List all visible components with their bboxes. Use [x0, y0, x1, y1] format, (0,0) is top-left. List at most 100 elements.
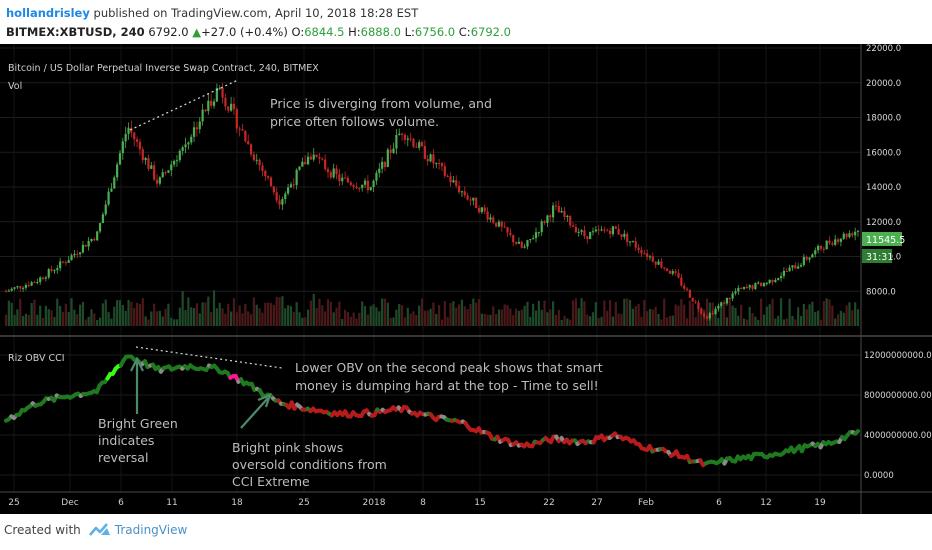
- volume-bar: [130, 301, 133, 326]
- high-label: H:: [348, 25, 361, 39]
- volume-bar: [503, 304, 506, 326]
- volume-bar: [67, 312, 70, 326]
- candle-body: [762, 283, 766, 287]
- volume-bar: [725, 317, 729, 326]
- volume-bar: [677, 305, 680, 326]
- candle-body: [674, 271, 677, 273]
- candle-body: [195, 127, 199, 130]
- volume-bar: [335, 307, 338, 326]
- volume-bar: [218, 302, 221, 326]
- volume-bar: [255, 304, 258, 326]
- volume-bar: [589, 316, 592, 326]
- candle-body: [631, 241, 634, 243]
- chart-canvas[interactable]: Bitcoin / US Dollar Perpetual Inverse Sw…: [0, 44, 932, 514]
- candle-body: [155, 179, 159, 184]
- candle-body: [760, 282, 763, 287]
- candle-body: [338, 174, 341, 182]
- candle-body: [771, 279, 774, 283]
- time-axis-tick: Dec: [61, 498, 78, 508]
- candle-body: [212, 101, 216, 106]
- chart-background: [0, 44, 932, 514]
- obv-y-axis[interactable]: 12000000000.0000 8000000000.0000 400000000…: [864, 351, 932, 481]
- volume-bar: [426, 310, 429, 326]
- candle-body: [21, 287, 25, 289]
- candle-body: [403, 134, 407, 140]
- candle-body: [383, 161, 387, 167]
- candle-body: [19, 286, 22, 289]
- symbol-line: BITMEX:XBTUSD, 240 6792.0 ▲+27.0 (+0.4%)…: [6, 25, 511, 39]
- candle-body: [483, 207, 486, 212]
- candle-body: [150, 165, 153, 169]
- candle-body: [275, 192, 278, 201]
- price-axis-tick: 22000.0: [866, 44, 901, 54]
- candle-body: [563, 210, 566, 217]
- candle-body: [851, 233, 854, 236]
- volume-bar: [486, 314, 489, 326]
- volume-bar: [731, 305, 734, 326]
- candle-body: [685, 288, 689, 290]
- candle-body: [497, 221, 501, 227]
- candle-body: [378, 168, 381, 173]
- time-axis-tick: 25: [8, 498, 19, 508]
- volume-bar: [230, 311, 233, 326]
- countdown-tag: [862, 249, 892, 263]
- candle-body: [697, 302, 700, 309]
- candle-body: [363, 180, 367, 185]
- volume-bar: [814, 312, 817, 326]
- volume-bar: [554, 314, 558, 326]
- candle-body: [113, 177, 116, 189]
- volume-bar: [110, 318, 113, 326]
- countdown-value: 31:31: [866, 252, 893, 263]
- candle-body: [648, 256, 652, 258]
- created-with-text: Created with: [4, 523, 81, 537]
- candle-body: [814, 250, 817, 255]
- candle-body: [856, 230, 860, 232]
- candle-body: [306, 156, 310, 165]
- volume-bar: [822, 301, 825, 326]
- candle-body: [720, 302, 723, 306]
- price-axis-tick: 20000.0: [866, 79, 901, 89]
- current-price-value: 11545.5: [866, 235, 905, 246]
- volume-bar: [400, 305, 404, 326]
- volume-bar: [198, 313, 201, 326]
- volume-bar: [56, 298, 59, 326]
- candle-body: [503, 226, 506, 228]
- candle-body: [460, 191, 464, 193]
- volume-bar: [81, 301, 85, 326]
- volume-bar: [144, 316, 147, 326]
- volume-bar: [842, 312, 845, 326]
- candle-body: [517, 241, 521, 244]
- volume-bar: [608, 300, 612, 326]
- candle-body: [571, 225, 575, 227]
- volume-bar: [440, 319, 444, 326]
- volume-bar: [304, 317, 307, 326]
- price-candles: [4, 82, 860, 321]
- candle-body: [70, 255, 73, 261]
- candle-body: [469, 199, 472, 201]
- volume-bar: [657, 314, 660, 326]
- volume-bar: [39, 305, 42, 326]
- candle-body: [420, 142, 424, 146]
- candle-body: [623, 233, 626, 237]
- volume-bar: [181, 291, 184, 326]
- volume-bar: [289, 306, 293, 326]
- volume-bar: [848, 302, 851, 326]
- candle-body: [269, 177, 273, 187]
- time-x-axis[interactable]: 25 Dec 6 11 18 25 2018 8 15 22 27 Feb 6 12 19: [8, 498, 826, 508]
- candle-body: [489, 217, 492, 220]
- candle-body: [754, 283, 757, 289]
- oversold-arrow: [240, 393, 272, 429]
- volume-bar: [36, 314, 39, 326]
- candle-body: [805, 256, 808, 260]
- author-link[interactable]: hollandrisley: [6, 6, 90, 20]
- volume-bar: [480, 313, 483, 326]
- candle-body: [252, 154, 256, 160]
- volume-bar: [526, 301, 529, 326]
- obv-axis-tick: 0.0000: [864, 471, 894, 481]
- volume-bar: [560, 319, 563, 326]
- volume-bar: [777, 315, 780, 326]
- volume-bar: [640, 317, 643, 326]
- volume-bar: [648, 308, 652, 326]
- tradingview-brand-link[interactable]: TradingView: [114, 523, 188, 537]
- candle-body: [375, 172, 378, 181]
